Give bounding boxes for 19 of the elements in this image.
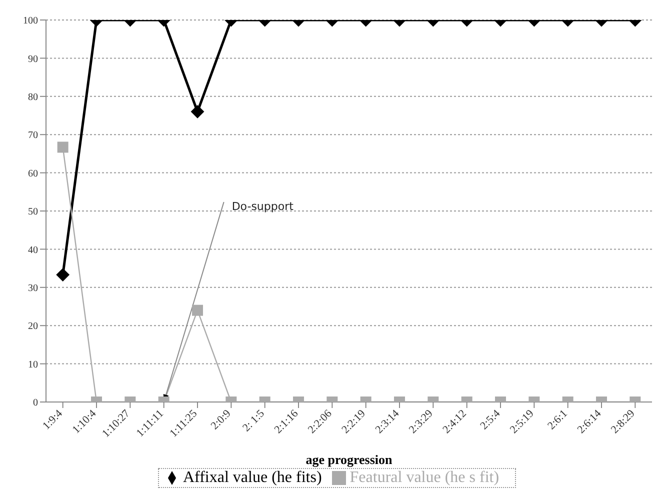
y-tick-label: 10	[28, 359, 38, 370]
y-tick-label: 0	[33, 398, 38, 409]
point	[57, 142, 68, 153]
point	[56, 268, 70, 282]
y-tick-label: 100	[23, 16, 38, 27]
y-tick-label: 80	[28, 92, 38, 103]
y-tick-label: 30	[28, 282, 38, 294]
legend-label: Featural value (he s fit)	[350, 469, 500, 486]
x-axis-title: age progression	[306, 452, 394, 467]
y-tick-label: 90	[28, 54, 38, 65]
point	[192, 304, 203, 316]
x-tick-label: 2: 1:5	[240, 407, 268, 434]
y-tick-label: 60	[28, 168, 38, 180]
legend-label: Affixal value (he fits)	[183, 469, 322, 486]
annotation: Do-support	[232, 200, 294, 213]
y-tick-label: 40	[28, 244, 38, 256]
y-tick-label: 20	[28, 321, 38, 332]
y-tick-label: 70	[28, 130, 38, 142]
y-tick-label: 50	[28, 206, 38, 218]
